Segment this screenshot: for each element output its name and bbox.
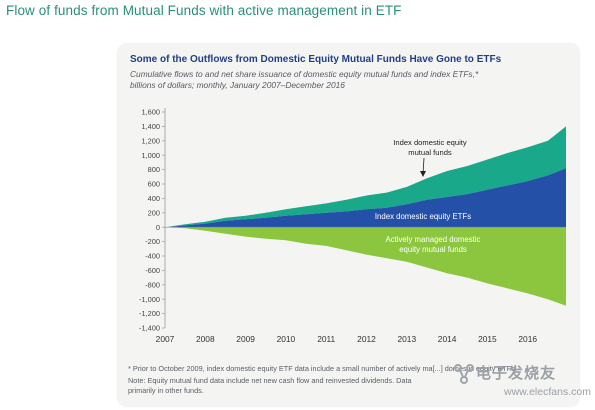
area-active-mutual-funds xyxy=(165,227,566,306)
subtitle-line-2: billions of dollars; monthly, January 20… xyxy=(130,80,345,90)
chart-title: Some of the Outflows from Domestic Equit… xyxy=(130,54,502,65)
watermark-icon xyxy=(454,364,474,384)
y-tick-label: -1,200 xyxy=(139,309,160,318)
y-tick-label: 1,200 xyxy=(142,136,161,145)
area-index-mutual-funds xyxy=(165,126,566,228)
y-tick-label: -600 xyxy=(145,266,160,275)
y-tick-label: 800 xyxy=(148,165,160,174)
area-index-etfs xyxy=(165,168,566,228)
subtitle-line-1: Cumulative flows to and net share issuan… xyxy=(130,69,479,79)
x-tick-label: 2009 xyxy=(236,334,255,344)
x-tick-label: 2007 xyxy=(156,334,175,344)
watermark-logo: 电子发烧友 www.elecfans.com xyxy=(450,362,595,410)
y-tick-label: 600 xyxy=(148,180,160,189)
watermark-brand: 电子发烧友 xyxy=(476,365,557,382)
annotation-index-mutual-funds-line2: mutual funds xyxy=(408,148,452,157)
y-tick-label: 1,600 xyxy=(142,108,161,117)
footnote-etf: * Prior to October 2009, index domestic … xyxy=(128,364,517,373)
y-tick-label: -1,400 xyxy=(139,324,160,333)
annotation-index-mutual-funds-line1: Index domestic equity xyxy=(393,138,467,147)
y-tick-label: 200 xyxy=(148,208,160,217)
footnote-note-cont: primarily in other funds. xyxy=(128,386,204,395)
y-tick-label: -400 xyxy=(145,252,160,261)
y-tick-label: -200 xyxy=(145,237,160,246)
annotation-active-line2: equity mutual funds xyxy=(399,245,467,254)
x-tick-label: 2013 xyxy=(397,334,416,344)
y-tick-label: 0 xyxy=(156,223,160,232)
chart-subtitle: Cumulative flows to and net share issuan… xyxy=(130,69,560,91)
area-chart: 1,600 1,400 1,200 1,000 800 600 400 200 0 -200 -40… xyxy=(139,108,566,344)
footnote-note: Note: Equity mutual fund data include ne… xyxy=(128,376,412,385)
x-tick-label: 2015 xyxy=(478,334,497,344)
x-tick-label: 2008 xyxy=(196,334,215,344)
chart-card: Some of the Outflows from Domestic Equit… xyxy=(118,44,579,406)
y-tick-label: -800 xyxy=(145,280,160,289)
y-tick-label: -1,000 xyxy=(139,295,160,304)
watermark-url: www.elecfans.com xyxy=(504,386,591,398)
x-tick-label: 2016 xyxy=(518,334,537,344)
page-heading: Flow of funds from Mutual Funds with act… xyxy=(6,3,402,18)
annotation-index-etfs: Index domestic equity ETFs xyxy=(375,212,471,221)
y-tick-label: 400 xyxy=(148,194,160,203)
y-tick-label: 1,400 xyxy=(142,122,161,131)
x-tick-label: 2011 xyxy=(317,334,335,344)
annotation-active-line1: Actively managed domestic xyxy=(386,235,481,244)
y-tick-label: 1,000 xyxy=(142,151,161,160)
annotation-arrow-head xyxy=(420,171,426,177)
x-tick-label: 2010 xyxy=(277,334,296,344)
x-tick-label: 2012 xyxy=(357,334,376,344)
x-tick-label: 2014 xyxy=(438,334,457,344)
